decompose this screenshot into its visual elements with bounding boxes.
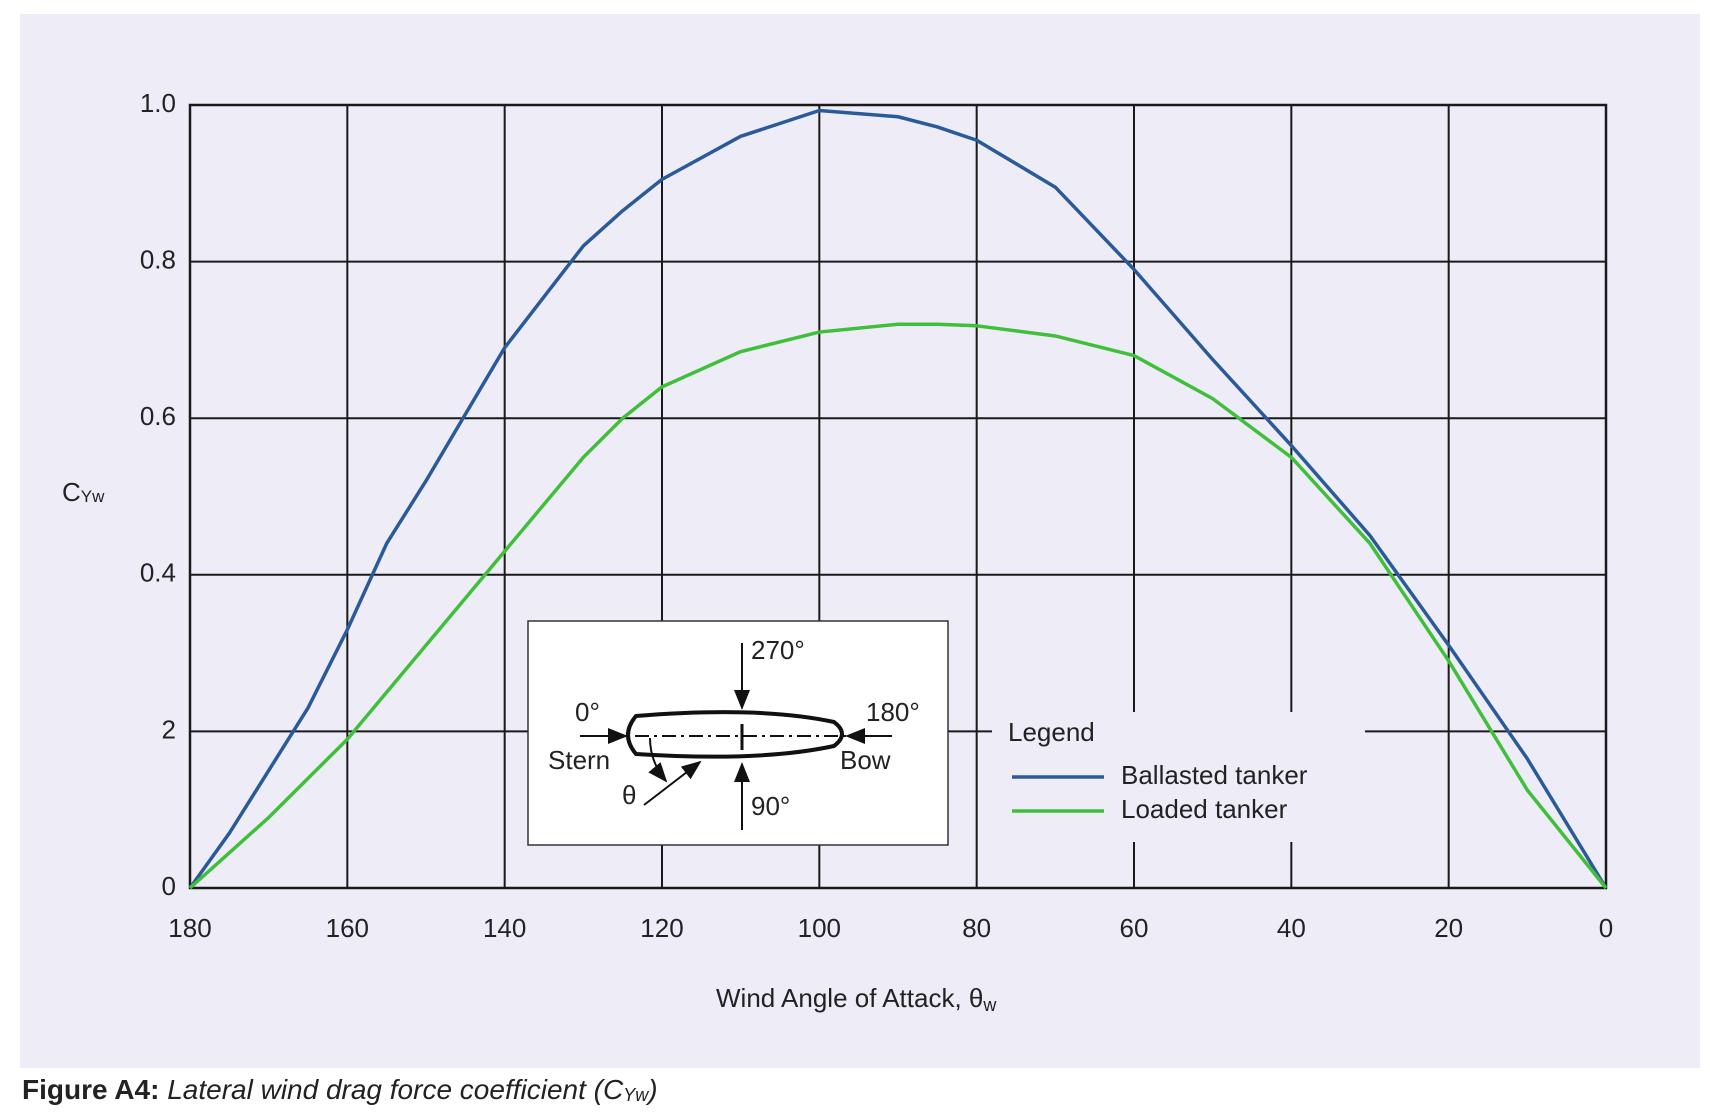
y-tick-label: 2 — [162, 714, 176, 744]
inset-label: 270° — [751, 635, 805, 665]
legend-label: Loaded tanker — [1121, 794, 1288, 824]
x-tick-label: 160 — [326, 913, 369, 943]
inset-label: 0° — [575, 697, 600, 727]
x-tick-label: 20 — [1434, 913, 1463, 943]
inset-label: Stern — [548, 745, 610, 775]
y-tick-label: 0.6 — [140, 401, 176, 431]
caption: Figure A4: Lateral wind drag force coeff… — [22, 1074, 658, 1105]
ship-outline — [626, 710, 844, 759]
y-tick-label: 0.4 — [140, 558, 176, 588]
curves — [188, 108, 1608, 890]
series-line — [188, 322, 1608, 890]
inset-label: 90° — [751, 791, 790, 821]
x-tick-label: 100 — [798, 913, 841, 943]
x-axis-label: Wind Angle of Attack, θw — [716, 983, 997, 1015]
x-tick-label: 120 — [640, 913, 683, 943]
legend-label: Ballasted tanker — [1121, 760, 1308, 790]
inset-label: Bow — [840, 745, 891, 775]
legend-title: Legend — [1008, 717, 1095, 747]
inset-label: 180° — [866, 697, 920, 727]
inset: 270° 0° 180° Stern Bow θ 90° — [527, 620, 949, 846]
y-axis-label: CYw — [62, 477, 105, 507]
wind-arrow — [643, 760, 702, 806]
inset-box — [527, 620, 949, 846]
x-tick-label: 140 — [483, 913, 526, 943]
labels: Wind Angle of Attack, θw CYw Legend Figu… — [22, 88, 1613, 1106]
angle-arc — [648, 737, 668, 783]
y-tick-label: 1.0 — [140, 88, 176, 118]
plot-border — [188, 103, 1608, 890]
x-tick-label: 80 — [962, 913, 991, 943]
y-tick-label: 0 — [162, 871, 176, 901]
x-tick-label: 60 — [1120, 913, 1149, 943]
y-tick-label: 0.8 — [140, 244, 176, 274]
x-tick-label: 40 — [1277, 913, 1306, 943]
series-line — [188, 108, 1608, 890]
chart-panel — [20, 14, 1700, 1068]
x-tick-label: 0 — [1599, 913, 1613, 943]
inset-label: θ — [622, 780, 636, 810]
x-tick-label: 180 — [168, 913, 211, 943]
